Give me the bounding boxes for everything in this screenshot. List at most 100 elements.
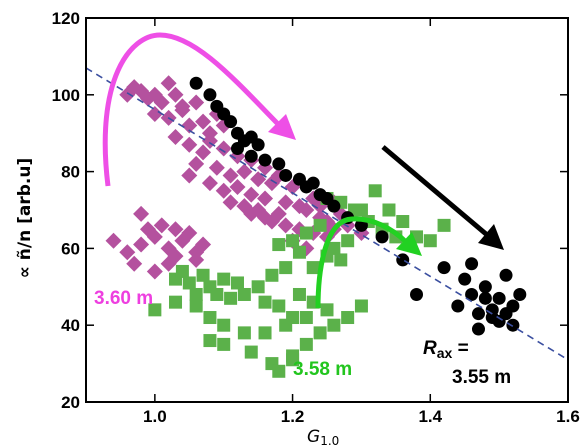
diamond-point: [160, 75, 177, 92]
square-point: [313, 218, 327, 232]
diamond-point: [195, 144, 212, 161]
circle-point: [513, 287, 527, 301]
square-point: [306, 261, 320, 275]
circle-point: [258, 153, 272, 167]
diamond-point: [263, 213, 280, 230]
diamond-point: [126, 255, 143, 272]
label-3-60: 3.60 m: [94, 288, 153, 309]
diamond-point: [201, 175, 218, 192]
square-point: [169, 295, 183, 309]
diamond-point: [181, 136, 198, 153]
diamond-point: [146, 106, 163, 122]
magenta-arrow: [102, 32, 280, 187]
y-tick-label: 120: [52, 9, 80, 28]
diamond-point: [167, 86, 184, 103]
circle-point: [506, 318, 520, 332]
circle-point: [189, 76, 203, 90]
diamond-point: [167, 129, 184, 146]
diamond-point: [195, 236, 212, 253]
y-axis-label: ∝ ñ/n [arb.u]: [15, 158, 35, 278]
circle-point: [499, 268, 513, 282]
square-point: [244, 345, 258, 359]
square-point: [196, 268, 210, 282]
diamond-point: [160, 255, 177, 272]
circle-point: [471, 307, 485, 321]
diamond-point: [222, 167, 239, 184]
circle-point: [320, 191, 334, 205]
circle-point: [478, 291, 492, 305]
square-point: [265, 268, 279, 282]
square-point: [327, 241, 341, 255]
diamond-point: [298, 202, 315, 218]
square-point: [334, 253, 348, 267]
circle-point: [478, 280, 492, 294]
square-point: [299, 311, 313, 325]
diamond-point: [188, 251, 205, 268]
square-point: [251, 280, 265, 294]
square-point: [299, 226, 313, 240]
circle-point: [492, 291, 506, 305]
square-point: [286, 349, 300, 363]
y-tick-label: 40: [61, 316, 80, 335]
square-point: [437, 218, 451, 232]
square-point: [203, 311, 217, 325]
diamond-point: [208, 159, 225, 176]
diamond-point: [181, 117, 198, 134]
diamond-point: [277, 217, 294, 234]
square-point: [341, 234, 355, 248]
circle-point: [230, 142, 244, 156]
square-point: [368, 184, 382, 198]
diamond-point: [153, 94, 170, 111]
circle-point: [251, 138, 265, 152]
square-point: [320, 303, 334, 317]
diamond-point: [215, 182, 232, 199]
diamond-point: [174, 102, 191, 119]
circle-point: [306, 176, 320, 190]
diamond-point: [105, 232, 122, 249]
circle-point: [224, 115, 238, 129]
square-point: [258, 295, 272, 309]
axis-ticks: 1.0 1.2 1.4 1.6 20 40 60 80 100 120: [52, 9, 580, 426]
diamond-point: [229, 178, 246, 195]
circle-point: [244, 149, 258, 163]
diamond-point: [167, 221, 184, 238]
square-point: [354, 299, 368, 313]
y-tick-label: 80: [61, 163, 80, 182]
diamond-point: [188, 94, 205, 111]
x-tick-label: 1.4: [418, 407, 442, 426]
diamond-point: [222, 194, 239, 211]
label-3-55: 3.55 m: [452, 367, 511, 388]
label-rax: Rax =: [423, 338, 469, 361]
circle-point: [506, 299, 520, 313]
square-point: [279, 318, 293, 332]
y-tick-label: 60: [61, 239, 80, 258]
square-point: [148, 303, 162, 317]
square-point: [224, 291, 238, 305]
diamond-point: [250, 202, 267, 218]
x-tick-label: 1.2: [281, 407, 305, 426]
square-point: [217, 272, 231, 286]
circle-point: [465, 287, 479, 301]
square-point: [182, 276, 196, 290]
square-point: [217, 318, 231, 332]
black-arrowhead: [478, 224, 504, 250]
diamond-point: [153, 217, 170, 234]
square-point: [396, 215, 410, 229]
diamond-point: [236, 163, 253, 180]
square-point: [272, 299, 286, 313]
square-point: [175, 264, 189, 278]
diamond-point: [181, 167, 198, 184]
diamond-point: [257, 190, 274, 207]
y-tick-label: 20: [61, 393, 80, 412]
circle-point: [485, 311, 499, 325]
x-tick-label: 1.6: [556, 407, 580, 426]
square-point: [237, 326, 251, 340]
green-arrowhead: [396, 232, 422, 256]
fit-line-layer: [85, 67, 569, 361]
circle-point: [396, 253, 410, 267]
square-point: [286, 234, 300, 248]
diamond-point: [146, 263, 163, 280]
square-point: [203, 334, 217, 348]
diamond-point: [181, 225, 198, 242]
